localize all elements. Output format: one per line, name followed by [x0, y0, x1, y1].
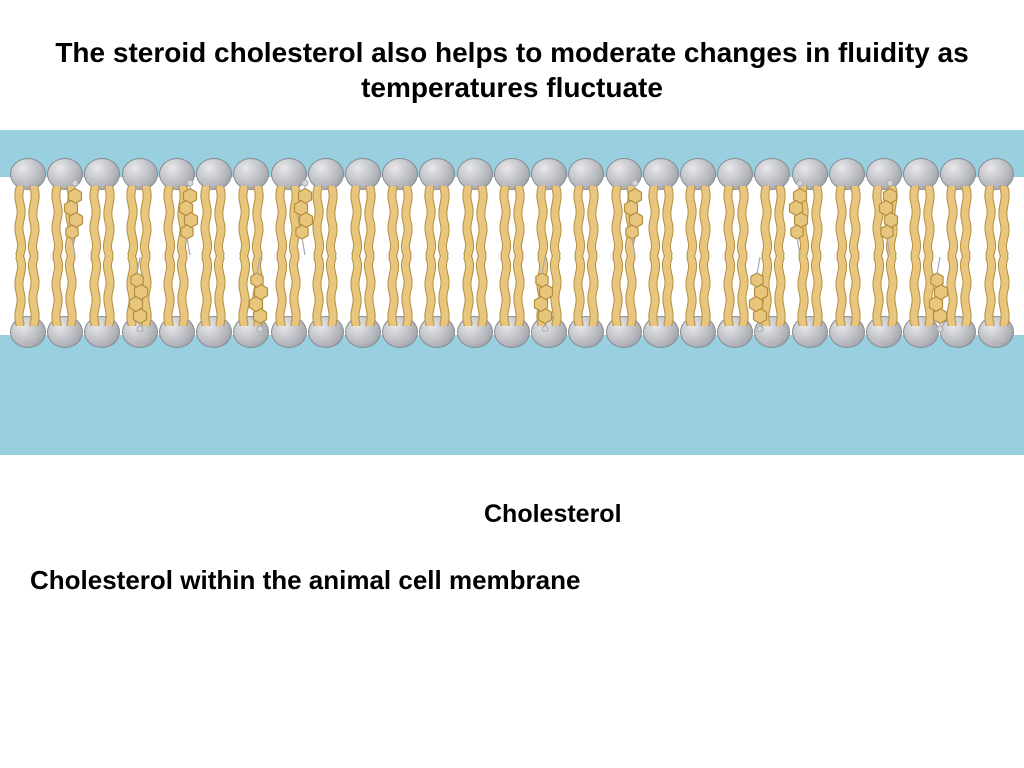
phospholipid-tails: [681, 256, 715, 326]
phospholipid-tails: [10, 186, 44, 256]
phospholipid-tails: [569, 186, 603, 256]
phospholipid-tails-bottom: [0, 256, 1024, 326]
phospholipid-tails: [868, 256, 902, 326]
phospholipid-tails: [980, 186, 1014, 256]
phospholipid-tails: [458, 256, 492, 326]
membrane-diagram: [0, 130, 1024, 455]
phospholipid-tails: [85, 256, 119, 326]
phospholipid-tails: [159, 186, 193, 256]
phospholipid-tails: [308, 186, 342, 256]
phospholipid-tails-top: [0, 186, 1024, 256]
phospholipid-tails: [383, 186, 417, 256]
phospholipid-tails: [532, 186, 566, 256]
phospholipid-tails: [47, 186, 81, 256]
page-title: The steroid cholesterol also helps to mo…: [0, 35, 1024, 105]
phospholipid-tails: [607, 256, 641, 326]
phospholipid-tails: [159, 256, 193, 326]
phospholipid-tails: [756, 256, 790, 326]
phospholipid-tails: [868, 186, 902, 256]
phospholipid-tails: [346, 186, 380, 256]
phospholipid-tails: [383, 256, 417, 326]
phospholipid-tails: [495, 186, 529, 256]
phospholipid-tails: [942, 256, 976, 326]
phospholipid-tails: [756, 186, 790, 256]
phospholipid-tails: [607, 186, 641, 256]
phospholipid-tails: [831, 256, 865, 326]
phospholipid-tails: [681, 186, 715, 256]
phospholipid-tails: [420, 256, 454, 326]
phospholipid-tails: [308, 256, 342, 326]
phospholipid-tails: [458, 186, 492, 256]
phospholipid-tails: [234, 256, 268, 326]
phospholipid-tails: [47, 256, 81, 326]
phospholipid-tails: [122, 256, 156, 326]
phospholipid-tails: [234, 186, 268, 256]
phospholipid-tails: [495, 256, 529, 326]
phospholipid-tails: [346, 256, 380, 326]
phospholipid-tails: [10, 256, 44, 326]
phospholipid-tails: [532, 256, 566, 326]
phospholipid-tails: [420, 186, 454, 256]
phospholipid-tails: [644, 256, 678, 326]
phospholipid-tails: [942, 186, 976, 256]
phospholipid-tails: [644, 186, 678, 256]
phospholipid-tails: [122, 186, 156, 256]
phospholipid-tails: [271, 256, 305, 326]
phospholipid-tails: [905, 186, 939, 256]
phospholipid-tails: [793, 256, 827, 326]
phospholipid-tails: [831, 186, 865, 256]
phospholipid-tails: [196, 186, 230, 256]
phospholipid-tails: [719, 186, 753, 256]
figure-caption: Cholesterol within the animal cell membr…: [30, 565, 580, 596]
phospholipid-tails: [793, 186, 827, 256]
phospholipid-tails: [271, 186, 305, 256]
phospholipid-tails: [85, 186, 119, 256]
cholesterol-label: Cholesterol: [484, 500, 622, 529]
phospholipid-tails: [980, 256, 1014, 326]
phospholipid-tails: [719, 256, 753, 326]
phospholipid-tails: [905, 256, 939, 326]
phospholipid-tails: [196, 256, 230, 326]
phospholipid-tails: [569, 256, 603, 326]
